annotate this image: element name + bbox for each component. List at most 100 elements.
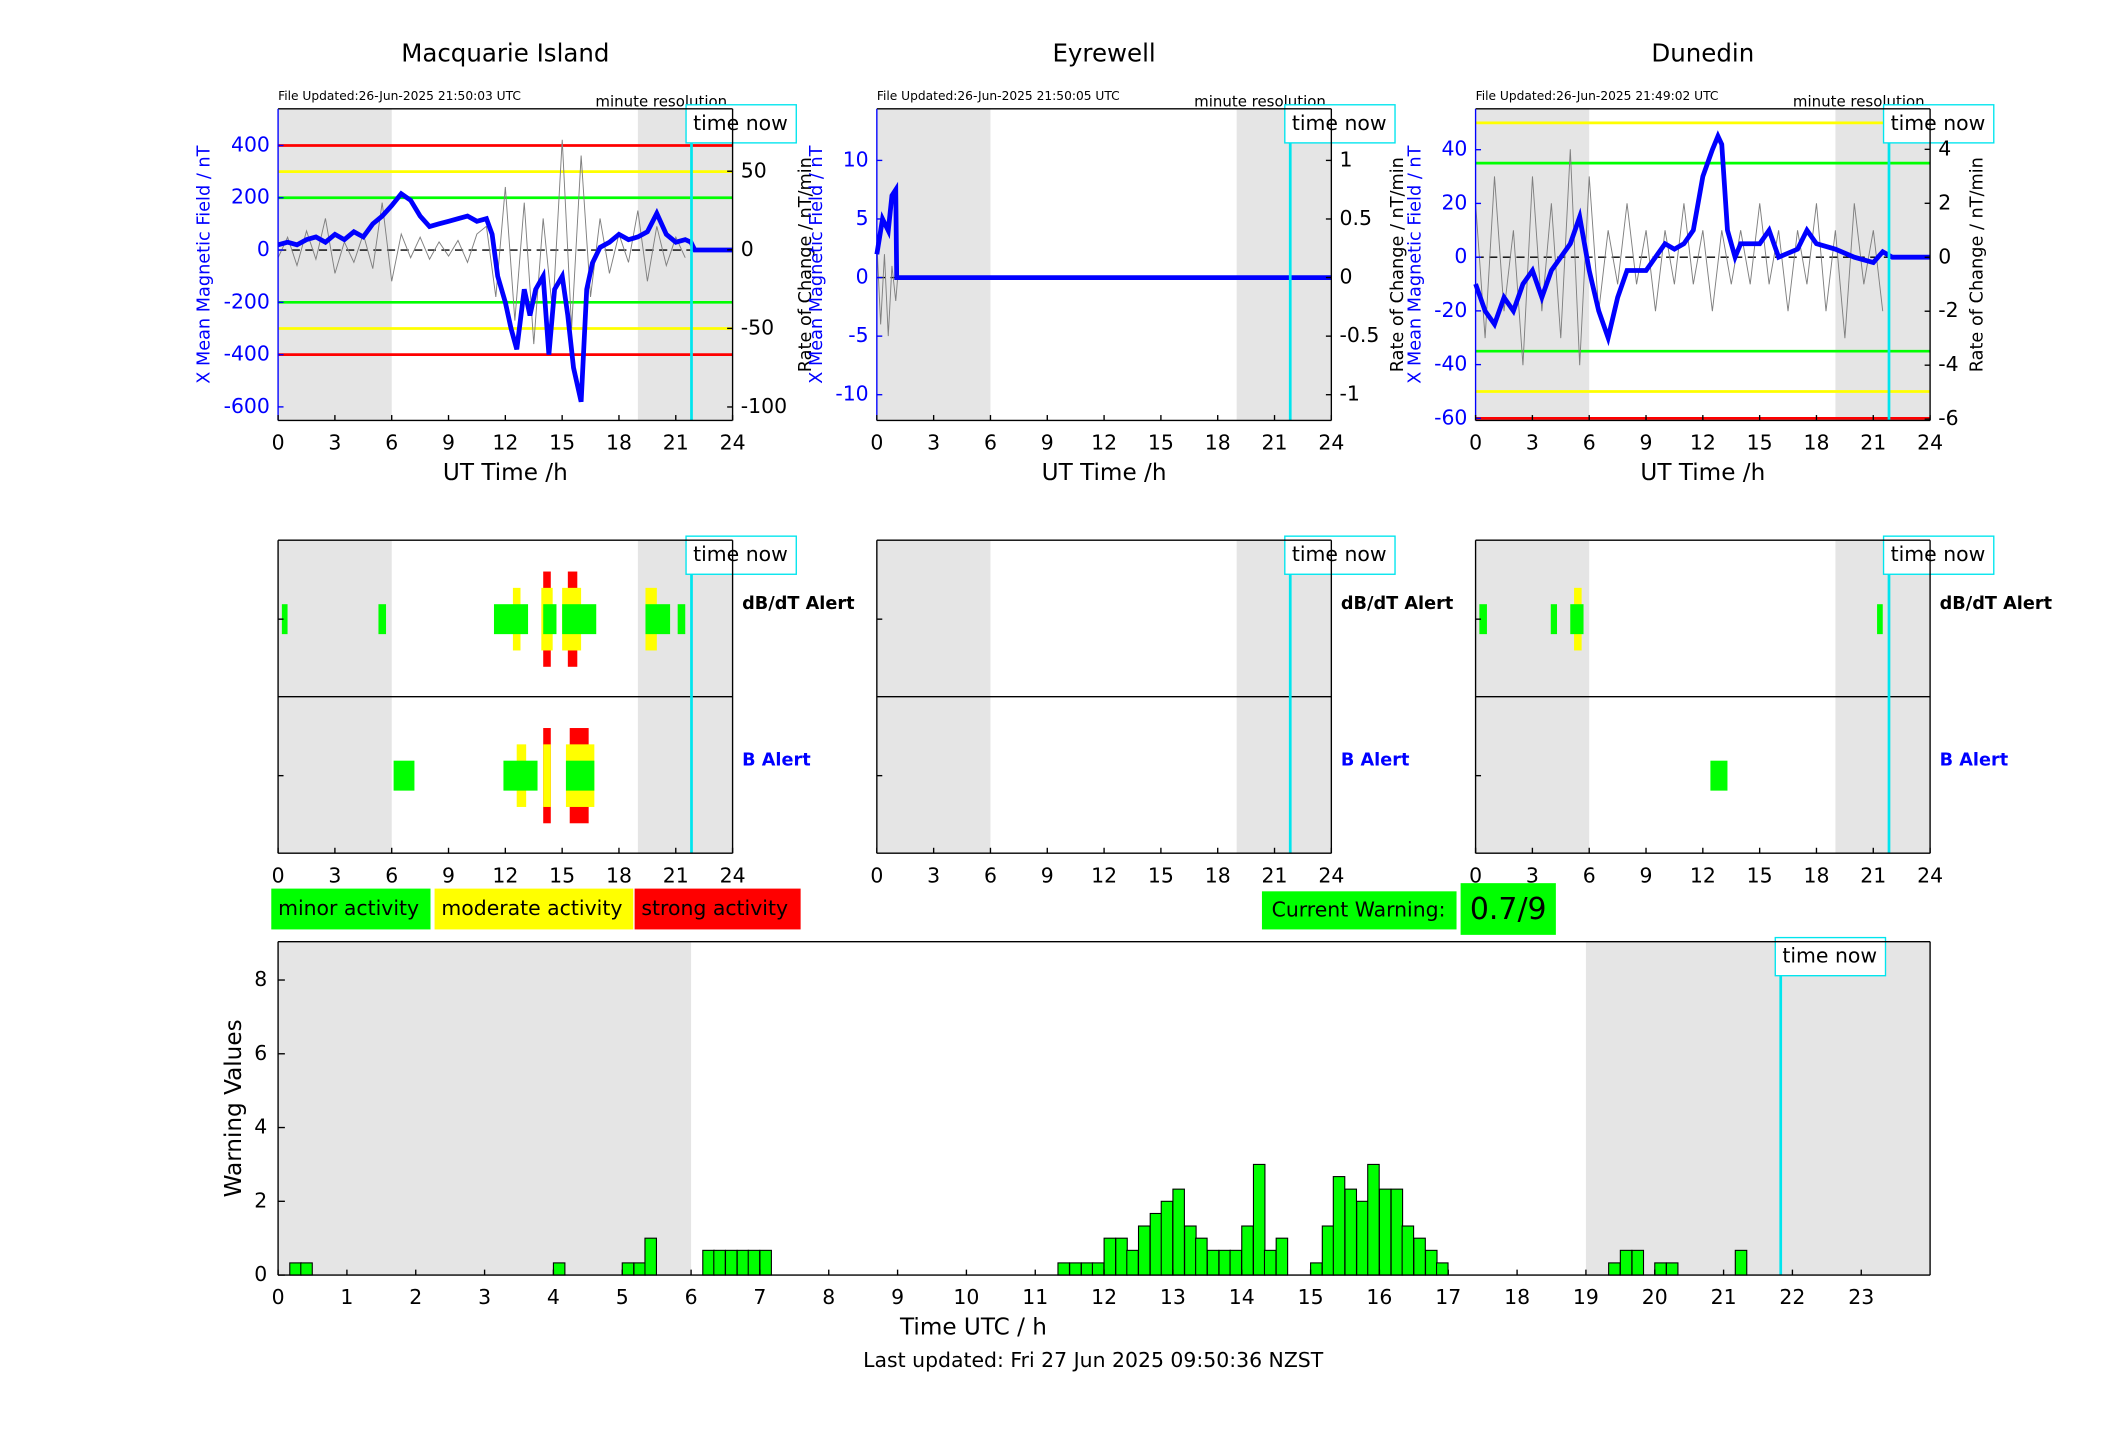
time-now-box bbox=[1882, 535, 1995, 575]
x-tick-label: 12 bbox=[1091, 431, 1117, 455]
y2-axis-label: Rate of Change / nT/min bbox=[1388, 157, 1408, 372]
y-tick-label: 2 bbox=[254, 1188, 267, 1212]
alert-bar bbox=[378, 604, 387, 635]
x-tick-label: 12 bbox=[1690, 863, 1716, 887]
footer: Last updated: Fri 27 Jun 2025 09:50:36 N… bbox=[863, 1348, 1324, 1372]
x-tick-label: 6 bbox=[984, 863, 997, 887]
warning-bar bbox=[1390, 1188, 1404, 1276]
x-axis-label: UT Time /h bbox=[443, 460, 568, 486]
time-now-label: time now bbox=[693, 542, 788, 566]
y-axis-label: X Mean Magnetic Field / nT bbox=[1406, 145, 1426, 383]
alert-bar bbox=[493, 604, 529, 635]
x-tick-label: 24 bbox=[720, 431, 746, 455]
x-tick-label: 21 bbox=[663, 431, 689, 455]
file-updated: File Updated:26-Jun-2025 21:49:02 UTC bbox=[1476, 89, 1719, 103]
time-now-box bbox=[1284, 535, 1396, 575]
x-tick-label: 5 bbox=[616, 1285, 629, 1309]
warning-bar bbox=[1069, 1262, 1082, 1276]
warning-bar bbox=[1080, 1262, 1094, 1276]
x-tick-label: 0 bbox=[272, 1285, 285, 1309]
warning-bar bbox=[702, 1249, 715, 1276]
y-tick-label: 6 bbox=[254, 1041, 267, 1065]
x-tick-label: 21 bbox=[1860, 431, 1886, 455]
x-tick-label: 21 bbox=[1711, 1285, 1737, 1309]
x-tick-label: 24 bbox=[1318, 863, 1344, 887]
x-tick-label: 21 bbox=[663, 863, 689, 887]
night-shade bbox=[1475, 108, 1590, 421]
x-tick-label: 9 bbox=[1041, 431, 1054, 455]
x-tick-label: 21 bbox=[1860, 863, 1886, 887]
alert-bar bbox=[1570, 604, 1584, 635]
alert-bar bbox=[645, 604, 671, 635]
x-tick-label: 21 bbox=[1262, 431, 1288, 455]
night-shade bbox=[876, 108, 991, 421]
alert-bar bbox=[1710, 760, 1728, 791]
x-tick-label: 8 bbox=[822, 1285, 835, 1309]
time-now-box bbox=[685, 535, 797, 575]
x-tick-label: 3 bbox=[478, 1285, 491, 1309]
warning-bar bbox=[552, 1262, 566, 1276]
y-tick-label: 10 bbox=[843, 147, 869, 171]
y2-tick-label: -100 bbox=[741, 394, 787, 418]
time-now-box bbox=[1882, 104, 1995, 144]
warning-bar bbox=[736, 1249, 750, 1276]
x-tick-label: 24 bbox=[1318, 431, 1344, 455]
x-tick-label: 9 bbox=[1640, 431, 1653, 455]
y2-tick-label: 4 bbox=[1938, 136, 1951, 160]
alert-bar bbox=[503, 760, 538, 791]
x-tick-label: 3 bbox=[328, 431, 341, 455]
x-tick-label: 3 bbox=[1526, 431, 1539, 455]
warning-bar bbox=[1654, 1262, 1667, 1276]
y-tick-label: -600 bbox=[224, 394, 270, 418]
alert-bar bbox=[393, 760, 415, 791]
row-label: dB/dT Alert bbox=[1940, 594, 2053, 614]
night-shade bbox=[278, 108, 392, 421]
x-tick-label: 15 bbox=[549, 431, 575, 455]
x-tick-label: 15 bbox=[1747, 863, 1773, 887]
warning-bar bbox=[1665, 1262, 1679, 1276]
rate-line bbox=[277, 139, 686, 345]
warning-bar bbox=[747, 1249, 761, 1276]
x-tick-label: 9 bbox=[1041, 863, 1054, 887]
warning-bar bbox=[1184, 1225, 1197, 1276]
row-label: dB/dT Alert bbox=[742, 594, 855, 614]
chart-title: Macquarie Island bbox=[401, 38, 609, 67]
y2-tick-label: -1 bbox=[1340, 382, 1360, 406]
y-tick-label: 0 bbox=[1454, 244, 1467, 268]
warning-bar bbox=[1115, 1237, 1128, 1276]
warning-bar bbox=[1149, 1212, 1163, 1276]
warning-bar bbox=[1195, 1237, 1208, 1276]
x-tick-label: 11 bbox=[1022, 1285, 1048, 1309]
alert-bar bbox=[1877, 604, 1883, 635]
row-label: B Alert bbox=[1341, 751, 1410, 771]
x-tick-label: 22 bbox=[1779, 1285, 1805, 1309]
x-axis-label: UT Time /h bbox=[1640, 460, 1765, 486]
x-tick-label: 6 bbox=[1583, 863, 1596, 887]
x-tick-label: 16 bbox=[1366, 1285, 1392, 1309]
chart-title: Dunedin bbox=[1651, 38, 1754, 67]
x-tick-label: 6 bbox=[984, 431, 997, 455]
warning-bar bbox=[1057, 1262, 1070, 1276]
x-tick-label: 15 bbox=[549, 863, 575, 887]
current-warning-box bbox=[1261, 891, 1457, 930]
x-tick-label: 10 bbox=[953, 1285, 979, 1309]
warning-bar bbox=[1206, 1249, 1220, 1276]
x-tick-label: 12 bbox=[492, 431, 518, 455]
legend-swatch bbox=[434, 888, 634, 930]
row-label: dB/dT Alert bbox=[1341, 594, 1454, 614]
time-now-label: time now bbox=[1782, 944, 1877, 968]
field-line bbox=[277, 190, 733, 403]
y-tick-label: -200 bbox=[224, 289, 270, 313]
night-shade bbox=[637, 108, 733, 421]
time-now-box bbox=[685, 104, 797, 144]
warning-bar bbox=[1229, 1249, 1243, 1276]
warning-bar bbox=[1241, 1225, 1254, 1276]
file-updated: File Updated:26-Jun-2025 21:50:05 UTC bbox=[877, 89, 1120, 103]
time-now-label: time now bbox=[1292, 542, 1387, 566]
y-axis-label: X Mean Magnetic Field / nT bbox=[807, 145, 827, 383]
x-tick-label: 6 bbox=[385, 431, 398, 455]
x-tick-label: 3 bbox=[927, 863, 940, 887]
time-now-label: time now bbox=[1891, 542, 1986, 566]
x-tick-label: 15 bbox=[1148, 431, 1174, 455]
warning-bar bbox=[724, 1249, 738, 1276]
